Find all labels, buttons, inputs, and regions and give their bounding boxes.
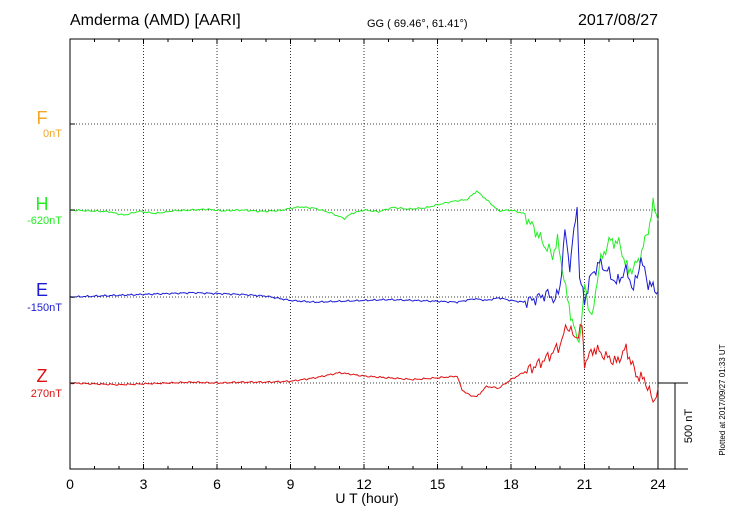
station-title: Amderma (AMD) [AARI] bbox=[70, 12, 241, 29]
component-h-baseline: -620nT bbox=[27, 215, 62, 227]
component-z-label: Z bbox=[37, 366, 48, 386]
x-tick-label: 3 bbox=[140, 476, 148, 492]
series-e-line bbox=[69, 207, 659, 308]
series-z-line bbox=[69, 323, 659, 404]
x-tick-label: 24 bbox=[650, 476, 666, 492]
series-h-line bbox=[69, 190, 659, 344]
x-axis-label: U T (hour) bbox=[335, 490, 398, 506]
component-e-label: E bbox=[36, 280, 48, 300]
component-e-baseline: -150nT bbox=[27, 302, 62, 314]
plot-area bbox=[69, 38, 659, 470]
component-h-label: H bbox=[36, 194, 49, 214]
date-label: 2017/08/27 bbox=[578, 12, 658, 29]
x-tick-label: 15 bbox=[430, 476, 446, 492]
x-tick-label: 6 bbox=[213, 476, 221, 492]
plotted-note: Plotted at 2017/09/27 01:33 UT bbox=[718, 344, 727, 455]
scale-bar-label: 500 nT bbox=[683, 409, 695, 444]
x-tick-label: 9 bbox=[287, 476, 295, 492]
grid-lines bbox=[143, 39, 585, 469]
coordinates-label: GG ( 69.46°, 61.41°) bbox=[367, 18, 468, 30]
x-tick-label: 12 bbox=[356, 476, 372, 492]
component-f-baseline: 0nT bbox=[43, 128, 62, 140]
x-tick-label: 18 bbox=[503, 476, 519, 492]
plot-frame bbox=[69, 38, 659, 470]
x-tick-label: 0 bbox=[66, 476, 74, 492]
component-z-baseline: 270nT bbox=[31, 388, 62, 400]
component-f-label: F bbox=[37, 108, 48, 128]
scale-bar: 500 nT bbox=[658, 382, 695, 470]
data-series bbox=[69, 190, 659, 404]
x-tick-label: 21 bbox=[577, 476, 593, 492]
x-axis-ticks: 0 3 6 9 12 15 18 21 24 bbox=[66, 39, 666, 492]
